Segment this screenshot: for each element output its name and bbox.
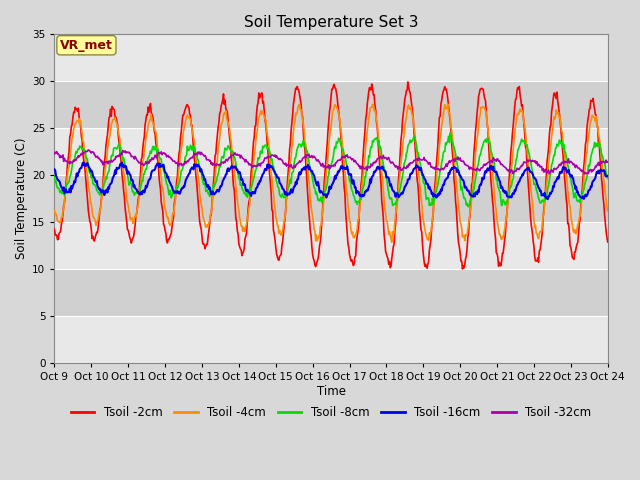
Tsoil -8cm (604, 175, 612, 181)
Bar (54, 34, 608, 81)
Bar (54, 175, 608, 222)
Tsoil -4cm (604, 208, 612, 214)
Tsoil -4cm (388, 240, 396, 245)
Tsoil -8cm (172, 189, 180, 194)
Tsoil -4cm (376, 152, 384, 158)
Tsoil -8cm (51, 173, 58, 179)
Tsoil -16cm (173, 190, 180, 195)
Bar (54, 81, 608, 128)
Tsoil -32cm (173, 160, 180, 166)
Tsoil -16cm (432, 192, 440, 198)
Tsoil -32cm (51, 151, 58, 157)
Tsoil -2cm (555, 104, 563, 109)
Tsoil -16cm (323, 191, 331, 197)
Bar (54, 316, 608, 363)
Tsoil -16cm (196, 168, 204, 174)
X-axis label: Time: Time (317, 385, 346, 398)
Tsoil -16cm (555, 176, 563, 181)
Tsoil -8cm (446, 130, 454, 136)
Tsoil -32cm (196, 152, 204, 157)
Tsoil -2cm (376, 171, 384, 177)
Tsoil -8cm (323, 183, 330, 189)
Tsoil -2cm (404, 79, 412, 85)
Line: Tsoil -32cm: Tsoil -32cm (54, 150, 608, 174)
Title: Soil Temperature Set 3: Soil Temperature Set 3 (244, 15, 419, 30)
Tsoil -8cm (465, 204, 472, 210)
Tsoil -32cm (580, 171, 588, 177)
Line: Tsoil -2cm: Tsoil -2cm (54, 82, 608, 269)
Line: Tsoil -8cm: Tsoil -8cm (54, 133, 608, 207)
Tsoil -16cm (377, 166, 385, 171)
Tsoil -16cm (604, 173, 612, 179)
Tsoil -8cm (555, 143, 563, 148)
Tsoil -4cm (196, 190, 204, 196)
Tsoil -2cm (432, 176, 440, 181)
Bar (54, 269, 608, 316)
Tsoil -4cm (555, 109, 563, 115)
Tsoil -4cm (444, 101, 452, 107)
Tsoil -32cm (432, 164, 440, 170)
Tsoil -4cm (172, 192, 180, 198)
Bar (54, 222, 608, 269)
Text: VR_met: VR_met (60, 39, 113, 52)
Tsoil -32cm (323, 164, 331, 169)
Tsoil -2cm (604, 239, 612, 245)
Y-axis label: Soil Temperature (C): Soil Temperature (C) (15, 138, 28, 259)
Tsoil -32cm (554, 165, 561, 170)
Tsoil -8cm (376, 144, 384, 149)
Legend: Tsoil -2cm, Tsoil -4cm, Tsoil -8cm, Tsoil -16cm, Tsoil -32cm: Tsoil -2cm, Tsoil -4cm, Tsoil -8cm, Tsoi… (66, 401, 596, 423)
Line: Tsoil -4cm: Tsoil -4cm (54, 104, 608, 242)
Tsoil -2cm (459, 266, 467, 272)
Tsoil -16cm (118, 159, 126, 165)
Tsoil -32cm (84, 147, 92, 153)
Tsoil -16cm (544, 196, 552, 202)
Tsoil -2cm (196, 218, 204, 224)
Tsoil -2cm (172, 192, 180, 197)
Tsoil -8cm (196, 167, 204, 172)
Tsoil -8cm (431, 194, 438, 200)
Tsoil -32cm (604, 159, 612, 165)
Tsoil -2cm (51, 226, 58, 232)
Tsoil -4cm (323, 170, 330, 176)
Tsoil -2cm (323, 149, 330, 155)
Tsoil -16cm (51, 167, 58, 172)
Line: Tsoil -16cm: Tsoil -16cm (54, 162, 608, 199)
Tsoil -32cm (377, 155, 385, 161)
Tsoil -4cm (432, 186, 440, 192)
Tsoil -4cm (51, 207, 58, 213)
Bar (54, 128, 608, 175)
